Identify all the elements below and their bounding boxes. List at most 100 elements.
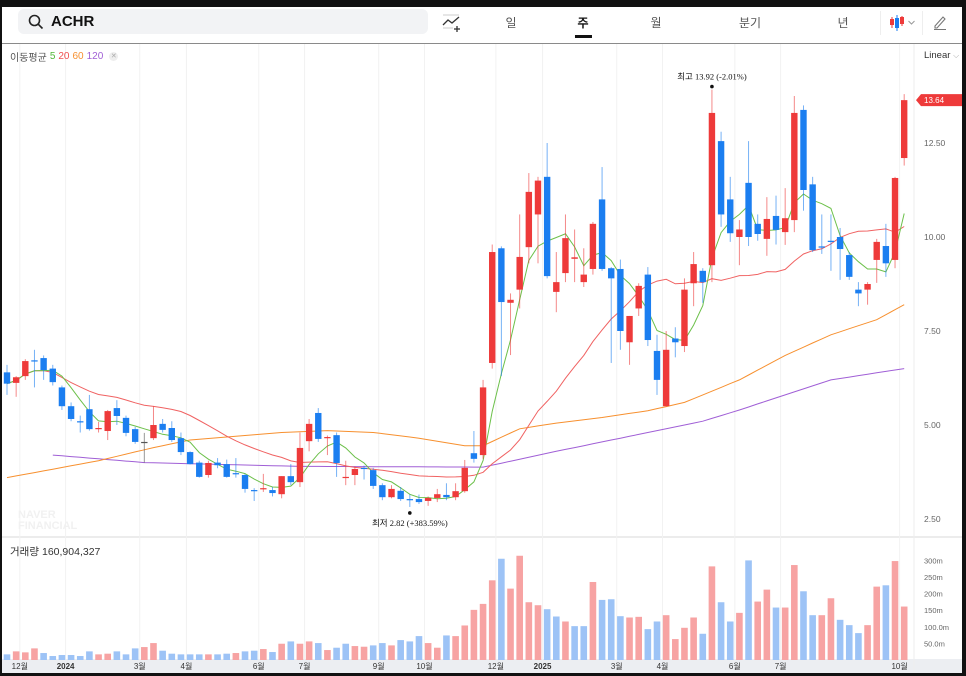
candle-body[interactable] (177, 438, 185, 453)
candle-body[interactable] (196, 462, 203, 477)
candle-body[interactable] (653, 350, 661, 380)
candle-body[interactable] (672, 338, 679, 343)
close-icon[interactable]: ✕ (109, 52, 119, 61)
candle-body[interactable] (260, 488, 267, 490)
candle-body[interactable] (214, 462, 221, 466)
candle-body[interactable] (534, 180, 542, 215)
chevron-down-icon[interactable] (908, 20, 915, 25)
candle-body[interactable] (699, 270, 706, 283)
candle-body[interactable] (397, 490, 404, 500)
candle-body[interactable] (727, 199, 734, 234)
candle-body[interactable] (333, 435, 340, 463)
candle-body[interactable] (3, 372, 11, 384)
candle-body[interactable] (186, 452, 194, 465)
candle-body[interactable] (836, 237, 844, 250)
candle-body[interactable] (635, 285, 642, 309)
candle-body[interactable] (351, 468, 359, 476)
candle-body[interactable] (763, 218, 771, 239)
candle-body[interactable] (754, 223, 761, 234)
candle-body[interactable] (791, 112, 798, 221)
candle-body[interactable] (141, 441, 148, 444)
tab-quarter[interactable]: 분기 (738, 16, 762, 30)
candle-body[interactable] (644, 274, 652, 341)
candle-body[interactable] (315, 412, 322, 439)
candle-body[interactable] (470, 453, 478, 459)
candle-body[interactable] (608, 268, 615, 279)
candle-body[interactable] (681, 289, 688, 347)
candle-body[interactable] (77, 421, 84, 423)
candle-body[interactable] (22, 361, 29, 377)
candle-body[interactable] (827, 240, 835, 242)
candle-body[interactable] (452, 491, 459, 498)
candle-body[interactable] (360, 467, 368, 470)
candle-body[interactable] (800, 109, 807, 190)
candle-body[interactable] (525, 191, 533, 248)
add-indicator-icon[interactable] (442, 13, 464, 33)
candle-body[interactable] (388, 488, 395, 498)
candle-body[interactable] (296, 447, 304, 483)
candle-body[interactable] (479, 387, 487, 456)
candle-body[interactable] (241, 475, 249, 489)
candle-body[interactable] (205, 462, 212, 476)
pencil-icon[interactable] (933, 14, 947, 30)
candle-body[interactable] (443, 494, 450, 498)
tab-day[interactable]: 일 (505, 16, 517, 30)
price-chart[interactable]: 12월 2024 3월 4월 6월 7월 9월 10월 12월 2025 3월 4월 6월 7월 10월 12… (2, 7, 962, 673)
candle-body[interactable] (269, 490, 276, 494)
candle-body[interactable] (553, 282, 560, 292)
candle-body[interactable] (324, 437, 331, 439)
candle-body[interactable] (736, 229, 743, 237)
candle-body[interactable] (232, 473, 240, 475)
candle-body[interactable] (745, 182, 752, 237)
scale-mode-dropdown[interactable]: Linear ⌵ (924, 50, 959, 61)
candle-body[interactable] (406, 499, 414, 501)
candle-body[interactable] (95, 428, 102, 430)
candle-body[interactable] (846, 255, 853, 277)
candle-body[interactable] (104, 411, 111, 432)
tab-year[interactable]: 년 (837, 16, 849, 30)
candle-body[interactable] (250, 490, 258, 492)
candle-body[interactable] (589, 223, 597, 269)
tab-week[interactable]: 주 (577, 16, 589, 30)
candle-body[interactable] (12, 377, 20, 383)
candle-body[interactable] (781, 218, 789, 233)
candle-body[interactable] (278, 476, 285, 495)
candle-body[interactable] (424, 497, 432, 501)
candle-body[interactable] (31, 360, 38, 362)
candle-body[interactable] (498, 248, 505, 303)
candle-body[interactable] (49, 368, 56, 383)
candle-body[interactable] (855, 289, 862, 294)
candle-body[interactable] (900, 100, 908, 159)
candle-body[interactable] (58, 387, 66, 407)
candle-body[interactable] (708, 112, 716, 266)
candle-body[interactable] (717, 141, 725, 215)
candle-body[interactable] (562, 238, 569, 274)
candle-body[interactable] (891, 177, 899, 260)
candle-body[interactable] (543, 176, 551, 277)
candle-body[interactable] (571, 257, 578, 259)
candle-body[interactable] (434, 494, 441, 498)
candle-body[interactable] (580, 274, 587, 283)
candle-body[interactable] (150, 425, 157, 439)
candlestick-icon[interactable] (889, 14, 905, 32)
candle-body[interactable] (626, 315, 633, 343)
candle-body[interactable] (159, 423, 166, 430)
candle-body[interactable] (507, 299, 514, 303)
candle-body[interactable] (772, 215, 780, 230)
candle-body[interactable] (864, 284, 871, 290)
candle-body[interactable] (113, 408, 121, 416)
candle-body[interactable] (516, 256, 523, 290)
candle-body[interactable] (86, 409, 93, 430)
tab-month[interactable]: 월 (650, 16, 662, 30)
candle-body[interactable] (122, 417, 130, 433)
candle-body[interactable] (379, 485, 386, 498)
candle-body[interactable] (415, 499, 423, 503)
candle-body[interactable] (370, 470, 377, 486)
candle-body[interactable] (461, 467, 468, 492)
candle-body[interactable] (818, 246, 825, 248)
candle-body[interactable] (305, 423, 313, 442)
candle-body[interactable] (617, 268, 624, 331)
candle-body[interactable] (809, 184, 816, 251)
candle-body[interactable] (598, 199, 606, 269)
candle-body[interactable] (342, 476, 349, 479)
